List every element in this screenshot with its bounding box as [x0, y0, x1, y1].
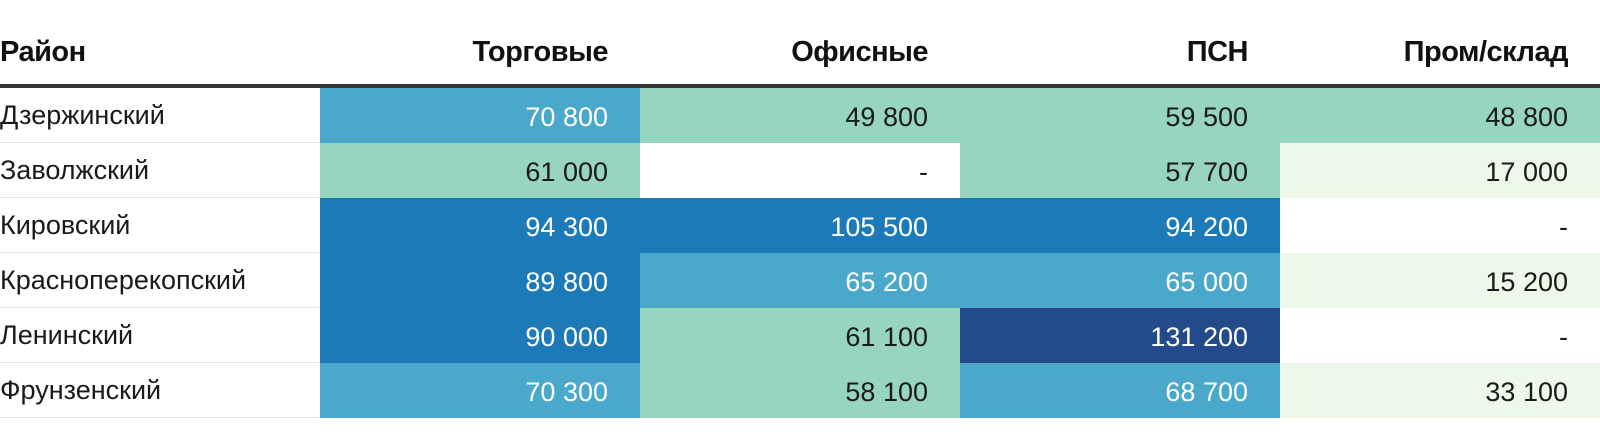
table-row: Заволжский 61 000-57 700 17 000: [0, 143, 1600, 198]
heatmap-cell: 65 200: [640, 253, 960, 308]
row-label: Дзержинский: [0, 100, 165, 130]
header-row: Район Торговые Офисные ПСН Пром/склад: [0, 0, 1600, 88]
column-header-col-2: Офисные: [791, 36, 928, 68]
heatmap-cell: 70 300: [320, 363, 640, 418]
column-header-col-1: Торговые: [472, 36, 609, 68]
heatmap-cell: 15 200: [1280, 253, 1600, 308]
heatmap-cell: 89 800: [320, 253, 640, 308]
heatmap-cell: 68 700: [960, 363, 1280, 418]
heatmap-cell: 49 800: [640, 88, 960, 143]
heatmap-cell: -: [1280, 198, 1600, 253]
column-header-col-4: Пром/склад: [1403, 36, 1569, 68]
heatmap-cell: 61 000: [320, 143, 640, 198]
row-label: Фрунзенский: [0, 375, 162, 405]
table-row: Красноперекопский 89 800 65 200 65 000 15 20…: [0, 253, 1600, 308]
heatmap-cell: 59 500: [960, 88, 1280, 143]
heatmap-cell: 57 700: [960, 143, 1280, 198]
row-label: Ленинский: [0, 320, 134, 350]
heatmap-cell: 94 200: [960, 198, 1280, 253]
heatmap-cell: 65 000: [960, 253, 1280, 308]
table-row: Ленинский 90 000 61 100 131 200-: [0, 308, 1600, 363]
column-header-col-3: ПСН: [1186, 36, 1249, 68]
row-label: Заволжский: [0, 155, 150, 185]
heatmap-cell: 105 500: [640, 198, 960, 253]
column-header-district: Район: [0, 36, 86, 68]
table-row: Фрунзенский 70 300 58 100 68 700 33 100: [0, 363, 1600, 418]
heatmap-cell: 33 100: [1280, 363, 1600, 418]
heatmap-cell: 17 000: [1280, 143, 1600, 198]
heatmap-cell: 70 800: [320, 88, 640, 143]
row-label: Кировский: [0, 210, 131, 240]
heatmap-cell: 48 800: [1280, 88, 1600, 143]
heatmap-cell: 94 300: [320, 198, 640, 253]
table-body: Дзержинский 70 800 49 800 59 500 48 800 Завол…: [0, 88, 1600, 418]
table-row: Кировский 94 300 105 500 94 200-: [0, 198, 1600, 253]
heatmap-cell: 58 100: [640, 363, 960, 418]
heatmap-cell: -: [1280, 308, 1600, 363]
heatmap-cell: 90 000: [320, 308, 640, 363]
row-label: Красноперекопский: [0, 265, 247, 295]
heatmap-cell: 131 200: [960, 308, 1280, 363]
table-row: Дзержинский 70 800 49 800 59 500 48 800: [0, 88, 1600, 143]
heatmap-cell: -: [640, 143, 960, 198]
heatmap-table: Район Торговые Офисные ПСН Пром/склад Дзержи…: [0, 0, 1600, 418]
heatmap-cell: 61 100: [640, 308, 960, 363]
